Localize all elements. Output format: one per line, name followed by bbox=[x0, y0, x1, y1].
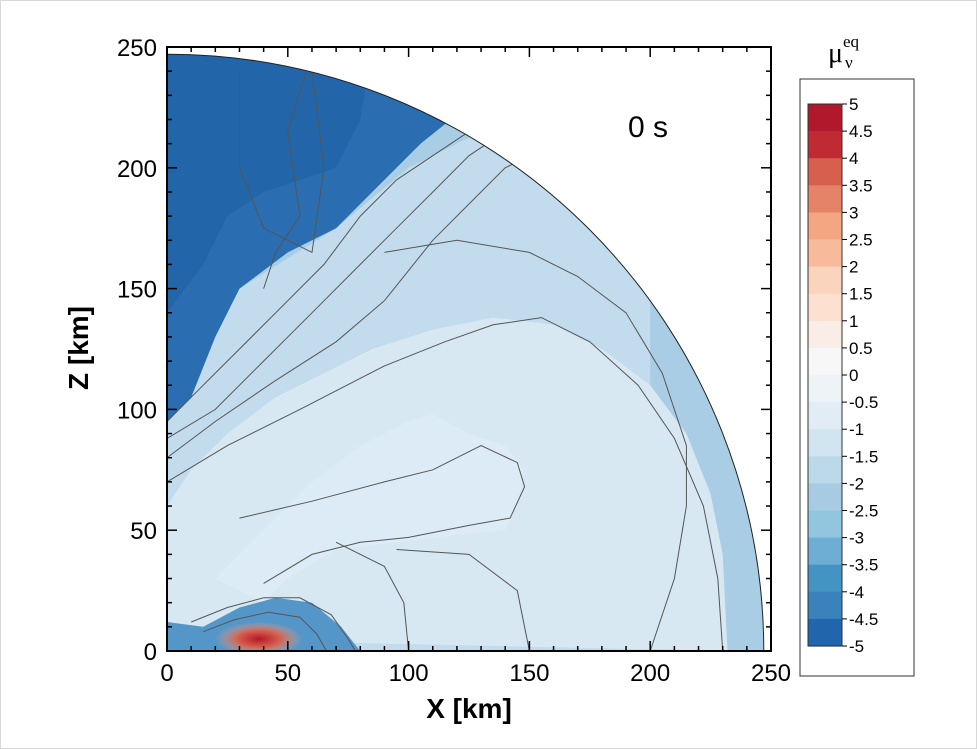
contour-line bbox=[191, 597, 356, 652]
colorbar-label: -4.5 bbox=[849, 610, 878, 629]
domain-boundary bbox=[166, 53, 765, 652]
colorbar-swatch bbox=[808, 293, 842, 322]
contour-line bbox=[239, 445, 526, 584]
time-label: 0 s bbox=[628, 111, 668, 144]
x-tick-label: 250 bbox=[751, 660, 791, 687]
colorbar-swatch bbox=[808, 158, 842, 186]
colorbar-swatch bbox=[808, 537, 842, 566]
tick-labels: 0 50 100 150 200 250 0 50 100 150 200 250 bbox=[117, 35, 791, 687]
colorbar-label: 3 bbox=[849, 203, 858, 222]
contour-line bbox=[384, 239, 687, 652]
colorbar-label: 3.5 bbox=[849, 176, 873, 195]
colored-field bbox=[167, 54, 764, 652]
x-axis-title: X [km] bbox=[426, 693, 512, 724]
y-axis-title: Z [km] bbox=[63, 306, 94, 390]
contour-line bbox=[167, 131, 506, 439]
colorbar-label: -3.5 bbox=[849, 556, 878, 575]
contour-line bbox=[203, 611, 327, 652]
colorbar-swatch bbox=[808, 375, 842, 403]
x-tick-label: 200 bbox=[630, 660, 670, 687]
colorbar-label: 1 bbox=[849, 312, 858, 331]
y-tick-label: 150 bbox=[117, 277, 157, 304]
contour-lines bbox=[167, 54, 724, 652]
y-tick-label: 200 bbox=[117, 156, 157, 183]
colorbar-label: 1.5 bbox=[849, 285, 873, 304]
plot-area: 0 50 100 150 200 250 0 50 100 150 200 250 0 s X [km… bbox=[63, 35, 791, 724]
colorbar-swatch bbox=[808, 347, 842, 376]
colorbar-label: -5 bbox=[849, 637, 864, 656]
colorbar-swatch bbox=[808, 402, 842, 430]
colorbar-swatch bbox=[808, 483, 842, 512]
colorbar-swatch bbox=[808, 320, 842, 349]
contour-line bbox=[396, 549, 530, 652]
plot-border bbox=[166, 46, 772, 652]
colorbar-swatch bbox=[808, 131, 842, 159]
colorbar-swatch bbox=[808, 239, 842, 268]
colorbar-swatch bbox=[808, 591, 842, 620]
colorbar-title: μ bbox=[828, 38, 843, 69]
colorbar-swatches bbox=[807, 103, 843, 647]
colorbar: μ eq ν 5 4.5 4 3.5 3 2.5 2 1.5 1 0.5 0 -0.5 -1 -1.5 -2… bbox=[799, 32, 915, 677]
disk-core-region bbox=[215, 622, 303, 652]
colorbar-swatch bbox=[808, 618, 842, 647]
colorbar-label: -3 bbox=[849, 529, 864, 548]
torus-inner-region bbox=[215, 414, 525, 603]
colorbar-swatch bbox=[808, 510, 842, 539]
colorbar-label: -4 bbox=[849, 583, 864, 602]
colorbar-label: -2 bbox=[849, 474, 864, 493]
y-tick-label: 0 bbox=[144, 639, 157, 666]
y-tick-label: 50 bbox=[130, 518, 157, 545]
y-tick-label: 100 bbox=[117, 397, 157, 424]
contour-line bbox=[167, 317, 724, 652]
colorbar-swatch bbox=[808, 429, 842, 457]
x-tick-label: 50 bbox=[274, 660, 301, 687]
colorbar-swatch bbox=[808, 185, 842, 213]
polar-funnel-inner-region bbox=[167, 54, 373, 313]
colorbar-swatch bbox=[808, 564, 842, 593]
colorbar-swatch bbox=[808, 266, 842, 295]
colorbar-label: 4.5 bbox=[849, 122, 873, 141]
colorbar-label: 0.5 bbox=[849, 339, 873, 358]
colorbar-swatch bbox=[808, 456, 842, 484]
colorbar-label: 0 bbox=[849, 366, 858, 385]
contour-line bbox=[167, 143, 554, 459]
axis-ticks bbox=[166, 46, 772, 652]
colorbar-label: -0.5 bbox=[849, 393, 878, 412]
colorbar-label: 2 bbox=[849, 258, 858, 277]
colorbar-title-subscript: ν bbox=[845, 53, 853, 72]
contour-line bbox=[239, 71, 325, 254]
colorbar-label: 5 bbox=[849, 95, 858, 114]
colorbar-label: -2.5 bbox=[849, 502, 878, 521]
contour-line bbox=[335, 541, 410, 652]
y-tick-label: 250 bbox=[117, 35, 157, 62]
x-tick-label: 150 bbox=[509, 660, 549, 687]
x-tick-label: 0 bbox=[160, 660, 173, 687]
colorbar-label: 4 bbox=[849, 149, 858, 168]
colorbar-label: -1 bbox=[849, 420, 864, 439]
colorbar-swatch bbox=[808, 104, 842, 132]
colorbar-labels: 5 4.5 4 3.5 3 2.5 2 1.5 1 0.5 0 -0.5 -1 -1.5 -2 -2.5 -3 -… bbox=[842, 95, 878, 656]
colorbar-label: 2.5 bbox=[849, 231, 873, 250]
contour-line bbox=[167, 114, 506, 422]
x-tick-label: 100 bbox=[389, 660, 429, 687]
colorbar-title-superscript: eq bbox=[843, 32, 860, 51]
contour-line bbox=[263, 54, 313, 289]
colorbar-label: -1.5 bbox=[849, 447, 878, 466]
colorbar-swatch bbox=[808, 212, 842, 241]
